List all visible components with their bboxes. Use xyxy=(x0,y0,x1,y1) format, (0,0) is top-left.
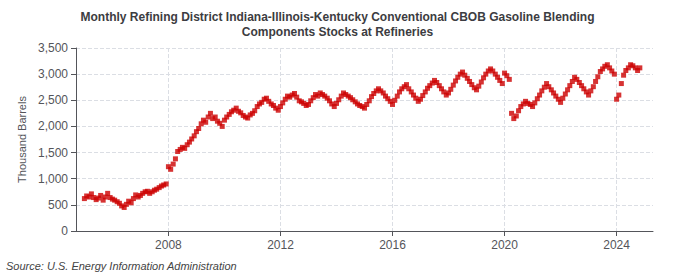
svg-text:500: 500 xyxy=(48,198,68,212)
svg-text:2,500: 2,500 xyxy=(38,93,68,107)
svg-text:2020: 2020 xyxy=(491,238,518,252)
svg-text:3,000: 3,000 xyxy=(38,67,68,81)
svg-text:2008: 2008 xyxy=(155,238,182,252)
svg-text:2016: 2016 xyxy=(379,238,406,252)
svg-text:0: 0 xyxy=(61,224,68,238)
svg-text:2,000: 2,000 xyxy=(38,119,68,133)
svg-text:3,500: 3,500 xyxy=(38,41,68,55)
svg-text:1,500: 1,500 xyxy=(38,146,68,160)
svg-text:Monthly Refining District Indi: Monthly Refining District Indiana-Illino… xyxy=(80,10,594,24)
svg-text:1,000: 1,000 xyxy=(38,172,68,186)
svg-text:2024: 2024 xyxy=(603,238,630,252)
svg-text:Thousand Barrels: Thousand Barrels xyxy=(16,96,28,183)
svg-text:Source: U.S. Energy Informatio: Source: U.S. Energy Information Administ… xyxy=(6,260,237,272)
svg-text:Components Stocks at Refinerie: Components Stocks at Refineries xyxy=(242,25,434,39)
svg-text:2012: 2012 xyxy=(267,238,294,252)
